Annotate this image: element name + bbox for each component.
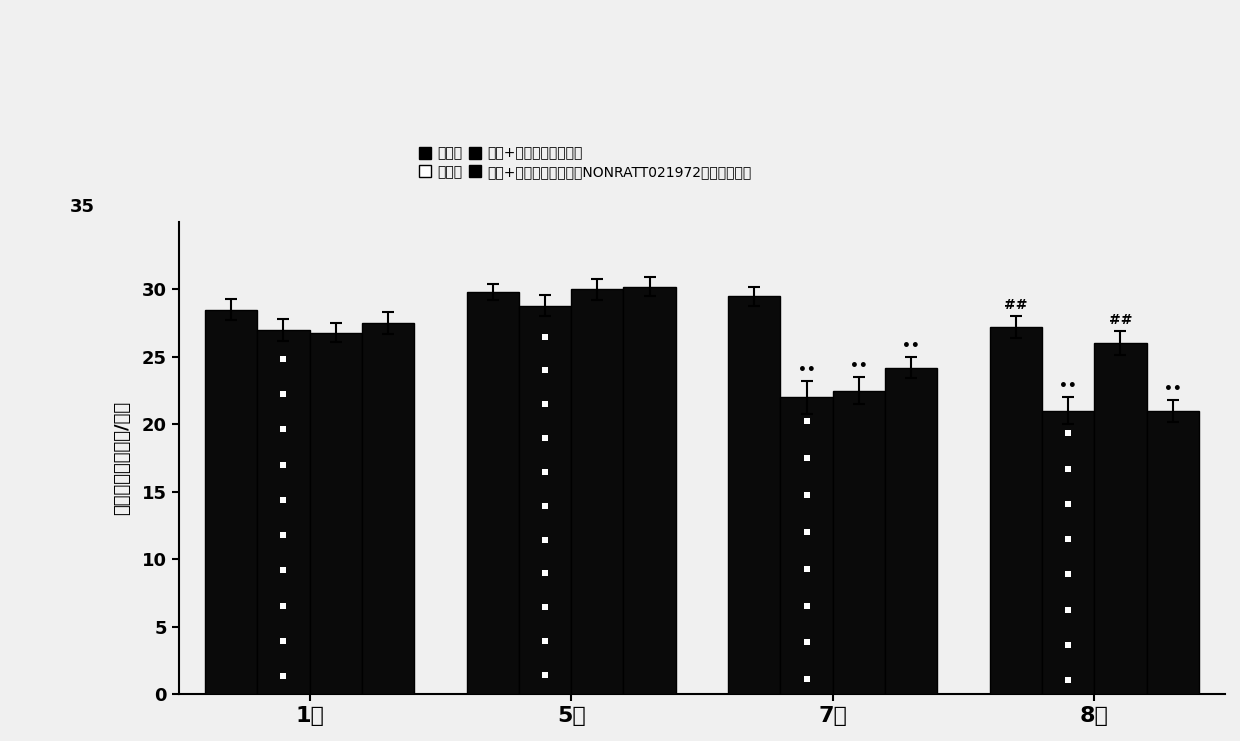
Bar [1094, 343, 1147, 694]
Point [536, 601, 556, 613]
Point [274, 565, 294, 576]
Point [536, 432, 556, 444]
Point [1058, 463, 1078, 475]
Point [536, 635, 556, 647]
Bar [518, 305, 572, 694]
Bar [990, 328, 1042, 694]
Y-axis label: 感觉传导速度（米/秒）: 感觉传导速度（米/秒） [113, 401, 131, 515]
Bar [310, 333, 362, 694]
Text: ##: ## [1004, 299, 1028, 312]
Bar [624, 287, 676, 694]
Bar [258, 330, 310, 694]
Text: ##: ## [1109, 313, 1132, 328]
Point [1058, 674, 1078, 686]
Point [536, 499, 556, 511]
Point [274, 388, 294, 400]
Bar [1042, 411, 1094, 694]
Bar [205, 310, 258, 694]
Bar [1147, 411, 1199, 694]
Point [1058, 604, 1078, 616]
Point [274, 599, 294, 611]
Point [274, 670, 294, 682]
Text: ••: •• [797, 363, 816, 377]
Text: 35: 35 [71, 199, 95, 216]
Point [536, 399, 556, 411]
Bar [362, 323, 414, 694]
Point [1058, 428, 1078, 439]
Point [796, 526, 816, 538]
Point [796, 452, 816, 464]
Point [796, 674, 816, 685]
Point [796, 489, 816, 501]
Point [536, 534, 556, 545]
Point [274, 459, 294, 471]
Text: ••: •• [1164, 382, 1182, 396]
Point [536, 568, 556, 579]
Point [536, 466, 556, 478]
Bar [466, 292, 518, 694]
Point [1058, 639, 1078, 651]
Point [796, 562, 816, 574]
Point [796, 599, 816, 611]
Point [274, 494, 294, 506]
Point [796, 637, 816, 648]
Point [274, 529, 294, 541]
Text: ••: •• [903, 339, 920, 353]
Point [536, 669, 556, 681]
Point [274, 353, 294, 365]
Point [1058, 534, 1078, 545]
Point [796, 415, 816, 427]
Text: ••: •• [849, 359, 868, 373]
Point [1058, 498, 1078, 510]
Point [1058, 568, 1078, 580]
Point [274, 424, 294, 436]
Point [274, 635, 294, 647]
Legend: 对照组, 模型组, 模型+乱序小干扰处理组, 模型+长非编码核糖核酸NONRATT021972小干扰处理组: 对照组, 模型组, 模型+乱序小干扰处理组, 模型+长非编码核糖核酸NONRAT… [415, 144, 754, 182]
Bar [728, 296, 780, 694]
Bar [572, 290, 624, 694]
Text: ••: •• [1059, 379, 1078, 393]
Point [536, 330, 556, 342]
Point [536, 365, 556, 376]
Bar [833, 391, 885, 694]
Bar [780, 397, 833, 694]
Bar [885, 368, 937, 694]
